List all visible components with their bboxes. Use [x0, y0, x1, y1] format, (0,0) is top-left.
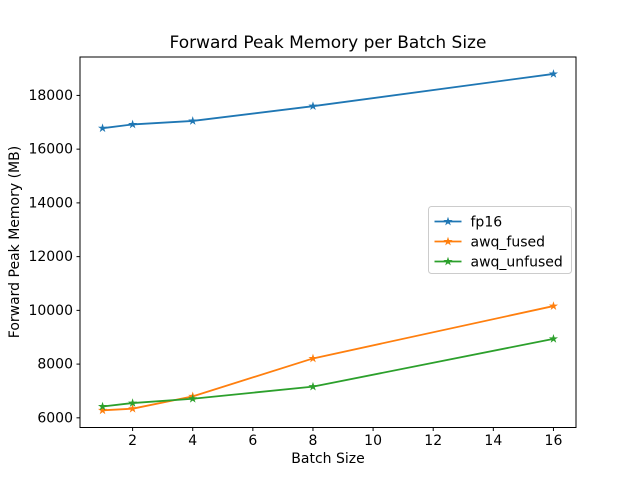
x-tick-label-6: 6 — [248, 433, 257, 449]
y-tick-label-14000: 14000 — [28, 195, 73, 211]
marker-awq_unfused-x4 — [188, 393, 198, 403]
y-tick-label-12000: 12000 — [28, 249, 73, 265]
line-awq_fused — [101, 305, 555, 412]
x-tick-label-12: 12 — [424, 433, 442, 449]
legend-label-awq_unfused: awq_unfused — [471, 255, 563, 271]
marker-awq_fused-x2 — [128, 403, 138, 413]
marker-fp16-x16 — [548, 69, 559, 78]
legend-label-awq_fused: awq_fused — [471, 235, 546, 251]
marker-awq_fused-x1 — [97, 405, 108, 415]
x-tick-label-2: 2 — [128, 433, 137, 449]
marker-awq_unfused-x1 — [97, 401, 108, 411]
x-tick-label-16: 16 — [545, 433, 563, 449]
marker-fp16-x8 — [308, 101, 318, 111]
marker-awq_unfused-x8 — [308, 381, 318, 391]
chart-title: Forward Peak Memory per Batch Size — [169, 33, 487, 53]
y-tick-label-6000: 6000 — [37, 410, 73, 426]
x-tick-label-14: 14 — [484, 433, 502, 449]
marker-awq_fused-x16 — [548, 301, 559, 310]
marker-awq_unfused-x16 — [548, 334, 559, 343]
y-tick-label-16000: 16000 — [28, 142, 73, 158]
line-awq_unfused — [101, 337, 555, 408]
legend-marker-awq_fused — [443, 236, 453, 246]
y-tick-label-8000: 8000 — [37, 357, 73, 373]
legend-marker-fp16 — [443, 216, 453, 226]
x-tick-label-4: 4 — [188, 433, 197, 449]
marker-awq_fused-x8 — [308, 353, 318, 363]
x-tick-label-8: 8 — [309, 433, 318, 449]
y-tick-label-18000: 18000 — [28, 88, 73, 104]
legend-label-fp16: fp16 — [471, 215, 503, 231]
marker-fp16-x2 — [128, 119, 138, 129]
marker-fp16-x1 — [97, 123, 108, 133]
marker-fp16-x4 — [188, 116, 198, 125]
axes-spines — [79, 56, 577, 428]
marker-awq_unfused-x2 — [128, 398, 138, 407]
legend-marker-awq_unfused — [443, 256, 453, 266]
x-axis-label: Batch Size — [291, 451, 365, 467]
legend-box — [428, 206, 572, 274]
y-tick-label-10000: 10000 — [28, 303, 73, 319]
x-tick-label-10: 10 — [364, 433, 382, 449]
line-fp16 — [101, 73, 555, 130]
